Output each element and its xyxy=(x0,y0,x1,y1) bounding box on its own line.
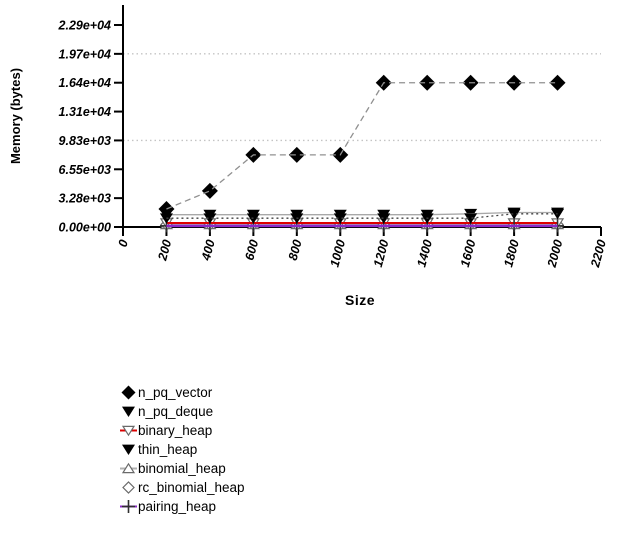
legend-item-binomial_heap: binomial_heap xyxy=(120,459,245,478)
diamond-filled-icon xyxy=(121,385,136,400)
legend-marker-binomial_heap xyxy=(121,462,136,474)
marker-n_pq_deque xyxy=(464,213,478,224)
legend-label: pairing_heap xyxy=(138,499,217,514)
y-tick-label: 6.55e+03 xyxy=(59,163,112,177)
legend-item-n_pq_vector: n_pq_vector xyxy=(120,383,245,402)
triangle-down-open-icon xyxy=(120,425,137,437)
triangle-down-filled-icon xyxy=(122,444,135,456)
x-tick-label: 2000 xyxy=(544,238,565,269)
legend-label: thin_heap xyxy=(138,442,198,457)
series-line-n_pq_vector xyxy=(166,82,558,210)
triangle-up-open-icon xyxy=(120,462,137,474)
legend-label: n_pq_vector xyxy=(138,385,213,400)
legend-item-pairing_heap: pairing_heap xyxy=(120,497,245,516)
marker-n_pq_vector xyxy=(419,74,436,91)
marker-n_pq_vector xyxy=(288,146,305,163)
marker-n_pq_deque xyxy=(333,213,347,224)
triangle-down-filled-icon xyxy=(122,406,135,418)
marker-n_pq_deque xyxy=(507,208,521,220)
x-tick-label: 600 xyxy=(242,238,261,262)
legend: n_pq_vector n_pq_deque binary_heap thin_hea… xyxy=(120,383,245,516)
plot-svg: 0.00e+00 3.28e+03 6.55e+03 9.83e+03 1.31e+04… xyxy=(58,5,609,270)
legend-label: rc_binomial_heap xyxy=(138,480,245,495)
legend-label: binomial_heap xyxy=(138,461,226,476)
diamond-open-icon xyxy=(122,481,135,494)
series-line-thin_heap xyxy=(166,211,558,216)
legend-label: n_pq_deque xyxy=(138,404,214,419)
marker-n_pq_vector xyxy=(549,74,566,91)
legend-item-n_pq_deque: n_pq_deque xyxy=(120,402,245,421)
y-tick-label: 1.97e+04 xyxy=(59,47,112,61)
series-line-n_pq_deque xyxy=(166,213,558,219)
plus-icon xyxy=(120,500,137,513)
x-tick-label: 1600 xyxy=(458,238,479,269)
x-tick-label: 400 xyxy=(199,238,218,263)
legend-marker-binary_heap xyxy=(121,425,136,437)
marker-n_pq_vector xyxy=(201,182,218,199)
y-tick-label: 0.00e+00 xyxy=(59,221,112,235)
legend-item-binary_heap: binary_heap xyxy=(120,421,245,440)
x-tick-label: 1000 xyxy=(327,238,348,269)
marker-n_pq_deque xyxy=(377,213,391,224)
marker-n_pq_deque xyxy=(203,213,217,224)
x-tick-label: 800 xyxy=(286,238,305,262)
legend-marker-n_pq_deque xyxy=(122,406,135,418)
y-tick-label: 2.29e+04 xyxy=(58,19,112,33)
legend-label: binary_heap xyxy=(138,423,213,438)
legend-marker-rc_binomial_heap xyxy=(122,481,135,494)
x-tick-label: 1400 xyxy=(414,238,435,269)
x-tick-label: 1800 xyxy=(501,238,522,269)
y-tick-label: 9.83e+03 xyxy=(59,134,112,148)
legend-item-rc_binomial_heap: rc_binomial_heap xyxy=(120,478,245,497)
y-axis-title: Memory (bytes) xyxy=(8,67,23,165)
x-tick-label: 2200 xyxy=(588,238,609,269)
x-tick-label: 200 xyxy=(155,238,174,263)
legend-marker-n_pq_vector xyxy=(121,385,136,400)
x-tick-label: 1200 xyxy=(371,238,392,269)
x-tick-label: 0 xyxy=(116,238,131,248)
y-tick-label: 3.28e+03 xyxy=(59,192,112,206)
x-axis-title: Size xyxy=(344,292,375,308)
y-tick-label: 1.64e+04 xyxy=(59,76,112,90)
legend-marker-thin_heap xyxy=(122,444,135,456)
legend-item-thin_heap: thin_heap xyxy=(120,440,245,459)
y-tick-label: 1.31e+04 xyxy=(59,105,112,119)
